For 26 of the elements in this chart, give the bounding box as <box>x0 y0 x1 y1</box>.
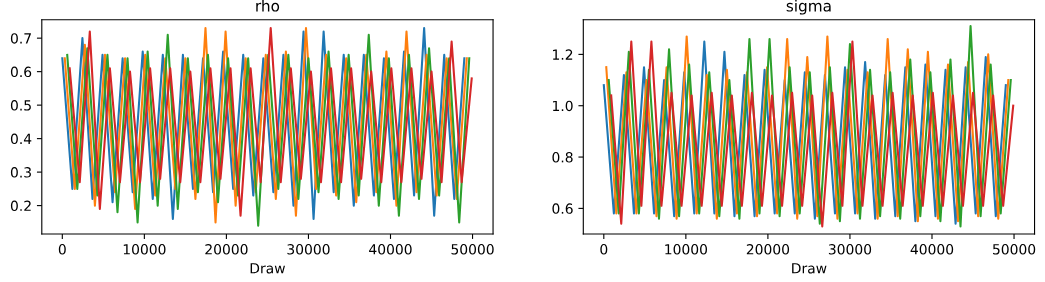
x-tick-label: 40000 <box>369 244 412 255</box>
x-tick-label: 50000 <box>993 244 1036 255</box>
x-axis-title: Draw <box>250 263 285 274</box>
y-tick-label: 1.0 <box>553 100 573 112</box>
x-tick-label: 10000 <box>665 244 708 255</box>
x-tick-label: 20000 <box>746 244 790 255</box>
x-axis-title: Draw <box>792 263 827 274</box>
x-tick-label: 40000 <box>910 244 954 255</box>
y-tick-label: 0.5 <box>10 100 31 111</box>
x-tick-label: 0 <box>600 244 608 255</box>
x-tick-label: 0 <box>58 244 66 255</box>
y-tick-label: 0.7 <box>10 33 31 44</box>
x-tick-label: 30000 <box>287 244 330 255</box>
x-tick-label: 10000 <box>123 244 166 255</box>
y-tick-label: 1.2 <box>553 49 573 60</box>
y-tick-label: 0.3 <box>10 167 31 178</box>
y-tick-label: 0.6 <box>552 203 573 214</box>
x-tick-label: 50000 <box>451 244 494 255</box>
chart-title: rho <box>256 0 280 12</box>
y-tick-label: 0.4 <box>10 133 32 145</box>
y-tick-label: 0.2 <box>10 200 31 212</box>
chart-title: sigma <box>786 0 831 15</box>
x-tick-label: 20000 <box>205 244 248 255</box>
x-tick-label: 30000 <box>828 244 872 255</box>
y-tick-label: 0.8 <box>552 152 573 163</box>
y-tick-label: 0.6 <box>10 66 32 78</box>
